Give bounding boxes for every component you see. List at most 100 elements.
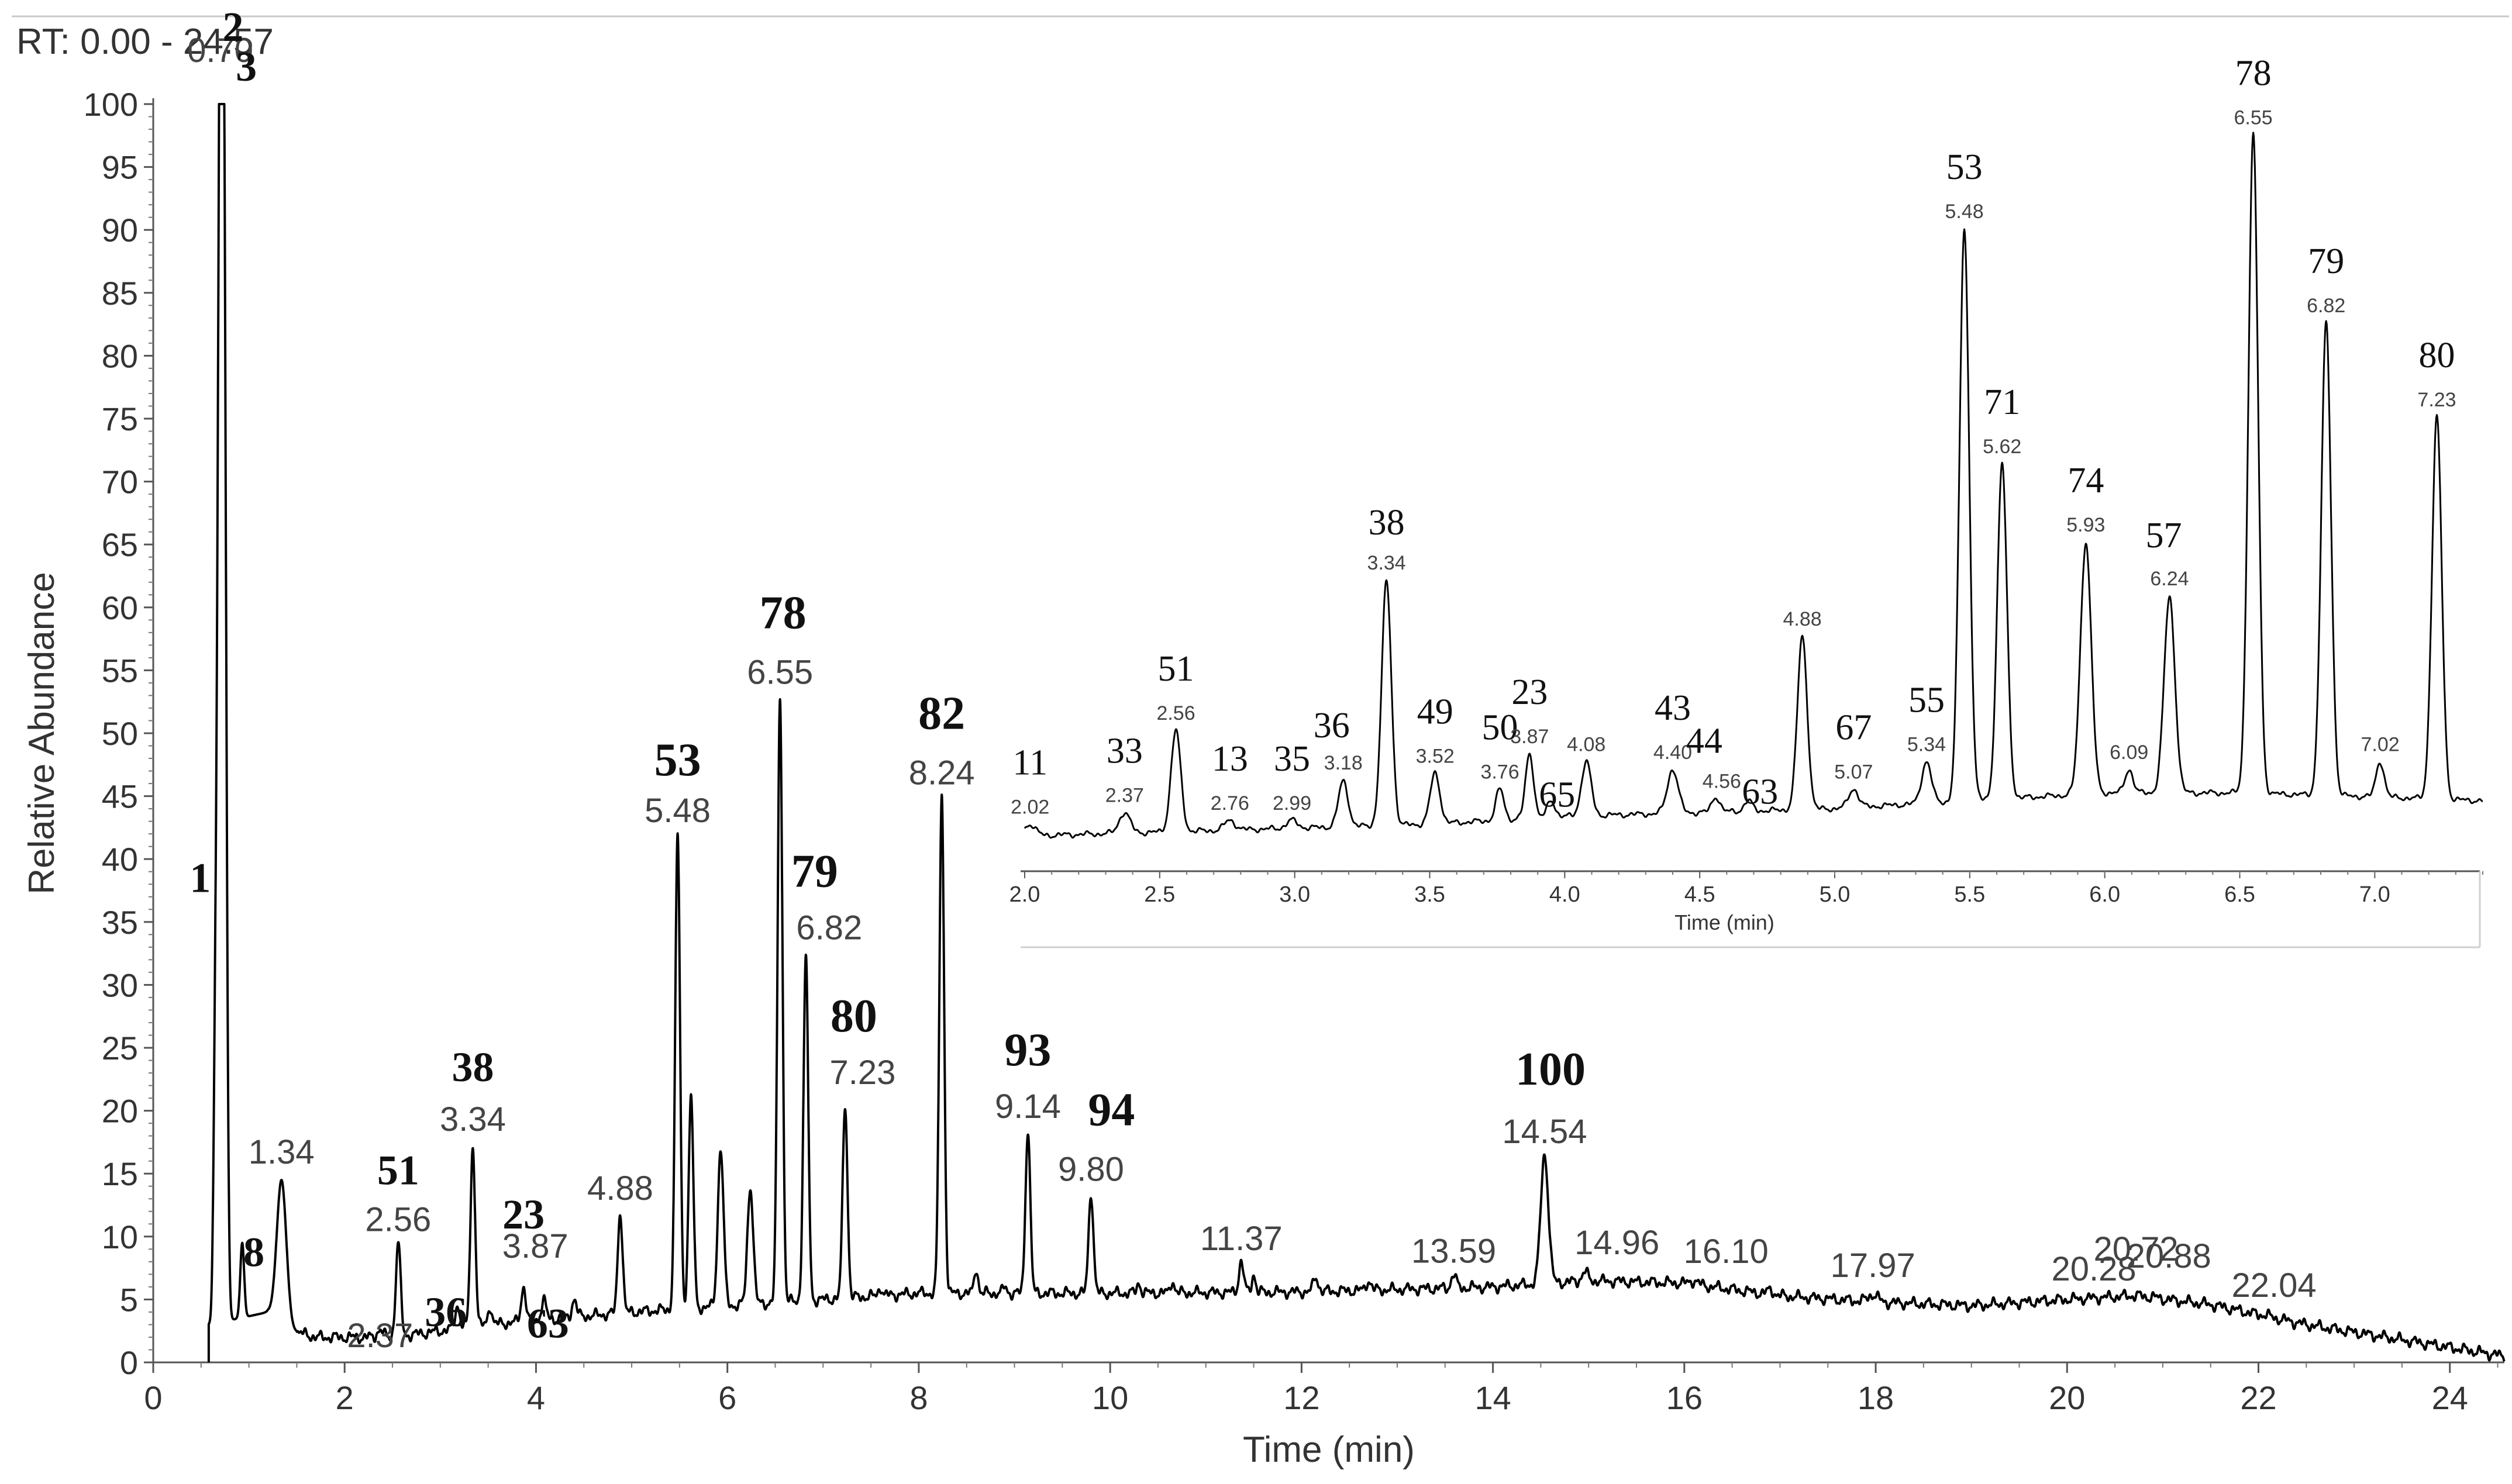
main-peak-compound-label: 38 <box>452 1044 494 1090</box>
y-tick-label: 35 <box>102 904 138 941</box>
main-peak-labels: 10.702381.342.372.5651363.34383.8723634.… <box>187 4 2317 1355</box>
inset-peak-compound-label: 13 <box>1212 739 1248 779</box>
x-tick-label: 22 <box>2240 1379 2276 1416</box>
inset-peak-compound-label: 51 <box>1158 649 1194 689</box>
y-tick-label: 0 <box>120 1344 138 1381</box>
main-peak-compound-label: 1 <box>189 854 211 901</box>
y-tick-label: 85 <box>102 275 138 312</box>
main-peak-rt-label: 9.14 <box>995 1088 1061 1126</box>
inset-peak-rt-label: 6.09 <box>2110 741 2148 764</box>
inset-peak-rt-label: 4.40 <box>1653 741 1692 764</box>
inset-x-tick-label: 4.5 <box>1684 882 1715 907</box>
inset-peak-rt-label: 5.48 <box>1945 201 1984 223</box>
inset-peak-rt-label: 2.99 <box>1273 792 1311 815</box>
inset-peak-compound-label: 50 <box>1482 708 1518 747</box>
inset-peak-compound-label: 11 <box>1012 743 1047 783</box>
y-tick-label: 30 <box>102 967 138 1003</box>
x-tick-label: 8 <box>909 1379 928 1416</box>
inset-x-tick-label: 3.5 <box>1414 882 1445 907</box>
inset-peak-rt-label: 5.62 <box>1983 436 2021 458</box>
main-peak-rt-label: 7.23 <box>829 1054 895 1092</box>
inset-peak-compound-label: 74 <box>2068 461 2104 501</box>
inset-axes: 2.0 2.5 3.0 3.5 4.0 4.5 5.0 5.5 6.0 6.5 7.0 <box>1009 870 2483 948</box>
main-peak-compound-label: 63 <box>527 1300 569 1347</box>
inset-x-tick-label: 2.0 <box>1009 882 1040 907</box>
main-peak-rt-label: 3.87 <box>502 1227 568 1265</box>
main-peak-compound-label: 23 <box>502 1191 545 1238</box>
inset-peak-rt-label: 4.56 <box>1703 771 1741 793</box>
inset-peak-compound-label: 80 <box>2419 336 2455 375</box>
inset-peak-rt-label: 2.56 <box>1156 702 1195 724</box>
main-peak-rt-label: 4.88 <box>587 1169 653 1207</box>
main-peak-compound-label: 36 <box>425 1289 467 1335</box>
inset-x-tick-label: 4.0 <box>1549 882 1580 907</box>
y-tick-label: 75 <box>102 401 138 437</box>
main-peak-rt-label: 16.10 <box>1684 1233 1769 1271</box>
inset-peak-compound-label: 65 <box>1539 775 1575 815</box>
inset-peak-rt-label: 7.02 <box>2361 733 2399 755</box>
main-peak-rt-label: 9.80 <box>1058 1150 1124 1188</box>
inset-peak-compound-label: 79 <box>2308 241 2344 281</box>
inset-peak-compound-label: 38 <box>1369 503 1405 543</box>
y-tick-label: 80 <box>102 337 138 374</box>
main-peak-rt-label: 6.82 <box>796 909 862 947</box>
inset-peak-rt-label: 3.34 <box>1367 552 1406 574</box>
y-tick-label: 45 <box>102 778 138 815</box>
inset-peak-compound-label: 35 <box>1274 739 1310 779</box>
y-tick-label: 65 <box>102 526 138 563</box>
inset-peak-compound-label: 63 <box>1742 772 1778 812</box>
main-peak-rt-label: 11.37 <box>1200 1220 1283 1258</box>
inset-x-tick-label: 7.0 <box>2359 882 2390 907</box>
main-peak-rt-label: 0.70 <box>187 32 253 70</box>
inset-x-tick-label: 6.0 <box>2089 882 2120 907</box>
y-tick-label: 70 <box>102 464 138 501</box>
y-tick-label: 100 <box>84 86 138 123</box>
main-peak-rt-label: 2.37 <box>347 1317 413 1355</box>
inset-peak-labels: 2.02 11 2.37 33 2.56 51 2.76 13 2.99 35 3.18 36 3.34… <box>1011 53 2456 818</box>
main-peak-rt-label: 22.04 <box>2231 1266 2316 1304</box>
y-tick-label: 10 <box>102 1219 138 1255</box>
main-peak-compound-label: 100 <box>1515 1044 1586 1095</box>
x-tick-label: 18 <box>1858 1379 1894 1416</box>
inset-chart: 2.0 2.5 3.0 3.5 4.0 4.5 5.0 5.5 6.0 6.5 7.0 2.02 11… <box>1009 53 2486 948</box>
main-peak-compound-label: 80 <box>831 991 877 1042</box>
inset-x-tick-label: 5.5 <box>1954 882 1985 907</box>
inset-peak-rt-label: 4.88 <box>1783 608 1822 630</box>
inset-peak-rt-label: 6.82 <box>2307 295 2345 317</box>
inset-peak-compound-label: 44 <box>1686 722 1722 761</box>
inset-peak-compound-label: 53 <box>1946 147 1983 187</box>
inset-peak-rt-label: 3.87 <box>1510 726 1549 748</box>
x-tick-label: 4 <box>527 1379 545 1416</box>
inset-peak-compound-label: 67 <box>1835 708 1872 747</box>
inset-peak-rt-label: 5.34 <box>1907 733 1946 755</box>
inset-x-tick-label: 2.5 <box>1144 882 1175 907</box>
main-peak-rt-label: 3.34 <box>440 1100 506 1138</box>
inset-peak-rt-label: 2.37 <box>1105 785 1144 807</box>
x-tick-label: 10 <box>1092 1379 1128 1416</box>
main-peak-rt-label: 17.97 <box>1831 1247 1915 1285</box>
x-tick-label: 16 <box>1666 1379 1703 1416</box>
inset-peak-rt-label: 5.07 <box>1834 761 1873 783</box>
inset-peak-rt-label: 2.76 <box>1211 792 1249 815</box>
inset-peak-rt-label: 3.76 <box>1480 761 1519 783</box>
x-tick-label: 2 <box>336 1379 354 1416</box>
inset-peak-compound-label: 78 <box>2235 53 2272 93</box>
main-peak-compound-label: 78 <box>760 587 807 639</box>
main-peak-compound-label: 8 <box>243 1229 264 1276</box>
inset-x-axis-label: Time (min) <box>1674 910 1774 934</box>
main-peak-compound-label: 51 <box>377 1147 419 1194</box>
main-chart: 0510152025303540455055606570758085909510… <box>22 4 2506 1470</box>
inset-peak-compound-label: 36 <box>1314 706 1350 746</box>
x-tick-label: 24 <box>2432 1379 2468 1416</box>
main-peak-compound-label: 3 <box>236 43 257 90</box>
inset-peak-compound-label: 49 <box>1417 692 1453 732</box>
y-tick-label: 55 <box>102 652 138 689</box>
main-peak-rt-label: 14.54 <box>1502 1113 1587 1151</box>
inset-x-tick-label: 3.0 <box>1279 882 1310 907</box>
inset-peak-rt-label: 3.52 <box>1416 746 1455 768</box>
main-peak-rt-label: 1.34 <box>249 1133 315 1171</box>
main-peak-rt-label: 14.96 <box>1574 1224 1659 1262</box>
inset-peak-rt-label: 5.93 <box>2066 514 2105 536</box>
inset-trace-line <box>1024 132 2483 839</box>
